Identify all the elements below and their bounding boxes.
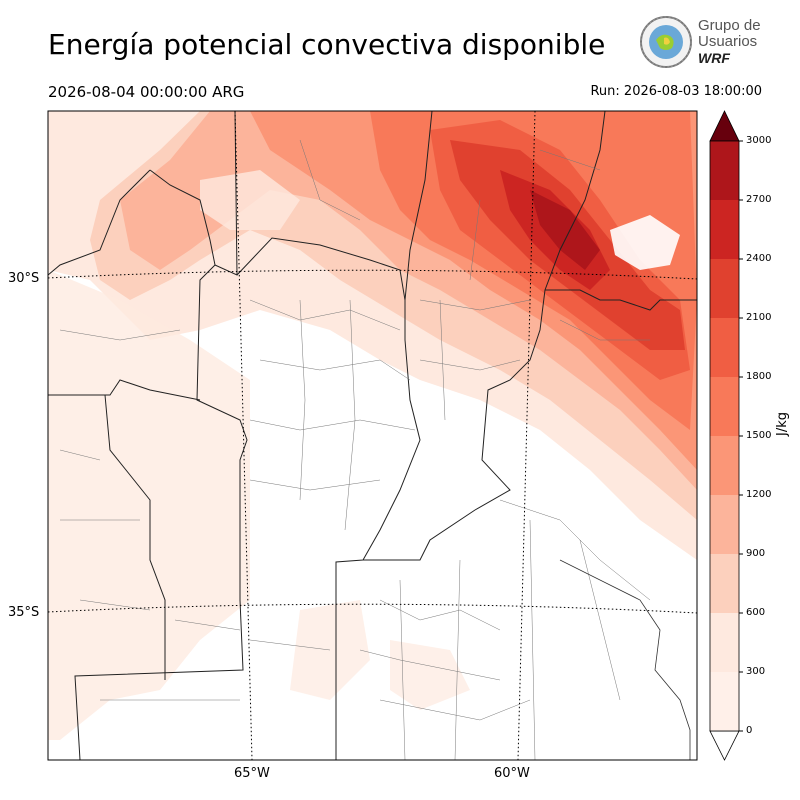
logo-line3: WRF bbox=[698, 50, 730, 66]
district-line bbox=[249, 479, 381, 491]
cape-300-south2 bbox=[390, 640, 470, 710]
colorbar-band-300 bbox=[710, 613, 739, 672]
map-frame bbox=[47, 110, 698, 761]
district-line bbox=[379, 699, 531, 721]
district-line bbox=[359, 649, 501, 681]
district-line bbox=[299, 139, 361, 221]
province-line bbox=[363, 111, 606, 561]
colorbar bbox=[709, 110, 743, 761]
district-line bbox=[59, 329, 181, 341]
colorbar-label-2700: 2700 bbox=[746, 194, 772, 205]
colorbar-label-0: 0 bbox=[746, 725, 753, 736]
colorbar-band-1500 bbox=[710, 377, 739, 436]
globe-icon bbox=[640, 16, 692, 68]
lon-label-60w: 60°W bbox=[494, 766, 530, 781]
district-boundaries bbox=[59, 139, 651, 760]
district-line bbox=[249, 419, 416, 431]
colorbar-band-0 bbox=[710, 672, 739, 731]
province-line bbox=[149, 169, 216, 266]
district-line bbox=[454, 559, 461, 760]
district-line bbox=[379, 599, 501, 631]
map-title: Energía potencial convectiva disponible bbox=[48, 28, 606, 61]
province-line bbox=[48, 379, 201, 401]
colorbar-label-300: 300 bbox=[746, 666, 766, 677]
lon-label-65w: 65°W bbox=[234, 766, 270, 781]
logo-line2: Usuarios bbox=[698, 33, 758, 50]
colorbar-min-arrow bbox=[709, 730, 740, 761]
district-line bbox=[579, 539, 621, 701]
district-line bbox=[559, 319, 650, 341]
colorbar-label-3000: 3000 bbox=[746, 135, 772, 146]
lat-label-35s: 35°S bbox=[8, 605, 40, 620]
cape-300-west bbox=[48, 270, 250, 740]
colorbar-band-2100 bbox=[710, 259, 739, 318]
colorbar-band-1800 bbox=[710, 318, 739, 377]
colorbar-label-1800: 1800 bbox=[746, 371, 772, 382]
district-line bbox=[249, 639, 331, 651]
meridian-65w bbox=[234, 111, 253, 760]
valid-time: 2026-08-04 00:00:00 ARG bbox=[48, 83, 245, 101]
parallel-30s bbox=[48, 269, 697, 280]
colorbar-band-2700 bbox=[710, 141, 739, 200]
colorbar-ticks bbox=[739, 140, 743, 732]
colorbar-label-2100: 2100 bbox=[746, 312, 772, 323]
colorbar-band-2400 bbox=[710, 200, 739, 259]
logo-line1: Grupo de bbox=[698, 17, 761, 34]
district-line bbox=[344, 299, 356, 531]
colorbar-max-arrow bbox=[709, 110, 740, 142]
colorbar-label-1200: 1200 bbox=[746, 489, 772, 500]
run-time: Run: 2026-08-03 18:00:00 bbox=[590, 84, 762, 99]
parallel-35s bbox=[48, 603, 697, 614]
province-line bbox=[48, 169, 151, 276]
colorbar-band-1200 bbox=[710, 436, 739, 495]
district-line bbox=[439, 299, 446, 421]
colorbar-label-600: 600 bbox=[746, 607, 766, 618]
district-line bbox=[469, 199, 481, 281]
district-line bbox=[539, 149, 601, 171]
colorbar-band-600 bbox=[710, 554, 739, 613]
province-line bbox=[404, 111, 433, 301]
district-line bbox=[249, 299, 401, 331]
district-line bbox=[299, 299, 306, 501]
district-line bbox=[419, 359, 521, 371]
province-boundaries bbox=[48, 111, 697, 760]
colorbar-label-2400: 2400 bbox=[746, 253, 772, 264]
cape-2700-band bbox=[530, 190, 600, 270]
coastline bbox=[559, 559, 691, 760]
cape-field bbox=[48, 111, 697, 740]
province-line bbox=[236, 237, 421, 760]
meridian-60w bbox=[517, 111, 536, 760]
colorbar-label-1500: 1500 bbox=[746, 430, 772, 441]
wrf-logo: Grupo de Usuarios WRF bbox=[638, 14, 788, 74]
district-line bbox=[79, 599, 151, 611]
colorbar-band-900 bbox=[710, 495, 739, 554]
district-line bbox=[59, 449, 101, 461]
province-line bbox=[104, 394, 166, 680]
district-line bbox=[399, 579, 406, 760]
graticule bbox=[48, 111, 697, 760]
cape-low-patch bbox=[610, 215, 680, 270]
district-line bbox=[529, 519, 536, 760]
colorbar-label-900: 900 bbox=[746, 548, 766, 559]
province-line bbox=[545, 289, 697, 311]
province-line bbox=[74, 111, 248, 760]
colorbar-unit: J/kg bbox=[775, 412, 790, 436]
district-line bbox=[259, 359, 411, 381]
district-line bbox=[174, 619, 241, 631]
district-line bbox=[499, 499, 651, 601]
cape-low-patch-north bbox=[200, 170, 300, 230]
lat-label-30s: 30°S bbox=[8, 271, 40, 286]
